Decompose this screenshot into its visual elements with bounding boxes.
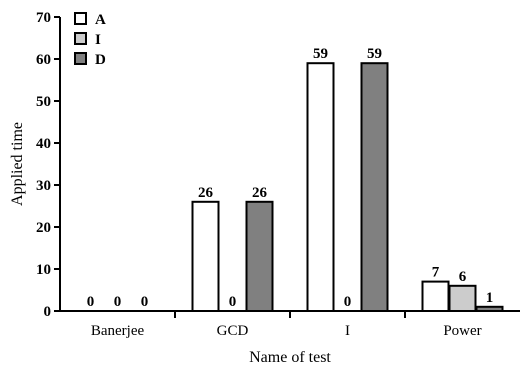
y-axis-title: Applied time xyxy=(9,122,26,206)
y-tick-label: 40 xyxy=(36,136,51,152)
y-tick-label: 20 xyxy=(36,220,51,236)
y-tick-label: 60 xyxy=(36,52,51,68)
legend-swatch xyxy=(74,12,87,25)
data-label: 0 xyxy=(114,294,122,310)
x-category-label: Banerjee xyxy=(91,323,145,339)
data-label: 59 xyxy=(367,46,382,62)
data-label: 1 xyxy=(486,290,494,306)
x-axis-ticks: Banerjee GCD I Power xyxy=(91,311,482,339)
data-label: 0 xyxy=(229,294,237,310)
y-tick-label: 0 xyxy=(44,304,52,320)
bar-i-d xyxy=(360,62,389,313)
bar-power-i xyxy=(448,284,477,312)
x-category-label: Power xyxy=(443,323,481,339)
bar-gcd-d xyxy=(245,200,274,312)
data-label: 59 xyxy=(313,46,328,62)
y-tick-label: 10 xyxy=(36,262,51,278)
legend-label: D xyxy=(95,52,106,68)
bar-i-a xyxy=(306,62,335,313)
bars xyxy=(191,62,504,313)
data-label: 26 xyxy=(198,185,214,201)
y-tick-label: 70 xyxy=(36,10,51,26)
bar-power-a xyxy=(421,280,450,313)
data-label: 6 xyxy=(459,269,467,285)
data-labels: 0 0 0 26 0 26 59 0 59 7 6 1 xyxy=(87,46,494,310)
x-category-label: I xyxy=(345,323,350,339)
y-axis-ticks: 0 10 20 30 40 50 60 70 xyxy=(36,10,60,320)
x-category-label: GCD xyxy=(217,323,249,339)
bar-gcd-a xyxy=(191,200,220,312)
y-tick-label: 50 xyxy=(36,94,51,110)
legend-swatch xyxy=(74,52,87,65)
data-label: 7 xyxy=(432,265,440,281)
y-tick-label: 30 xyxy=(36,178,51,194)
data-label: 0 xyxy=(344,294,352,310)
data-label: 0 xyxy=(87,294,95,310)
legend-swatch xyxy=(74,32,87,45)
data-label: 0 xyxy=(141,294,149,310)
legend: AID xyxy=(74,12,106,68)
legend-label: I xyxy=(95,32,101,48)
data-label: 26 xyxy=(252,185,268,201)
x-axis-title: Name of test xyxy=(249,349,331,366)
legend-label: A xyxy=(95,12,106,28)
